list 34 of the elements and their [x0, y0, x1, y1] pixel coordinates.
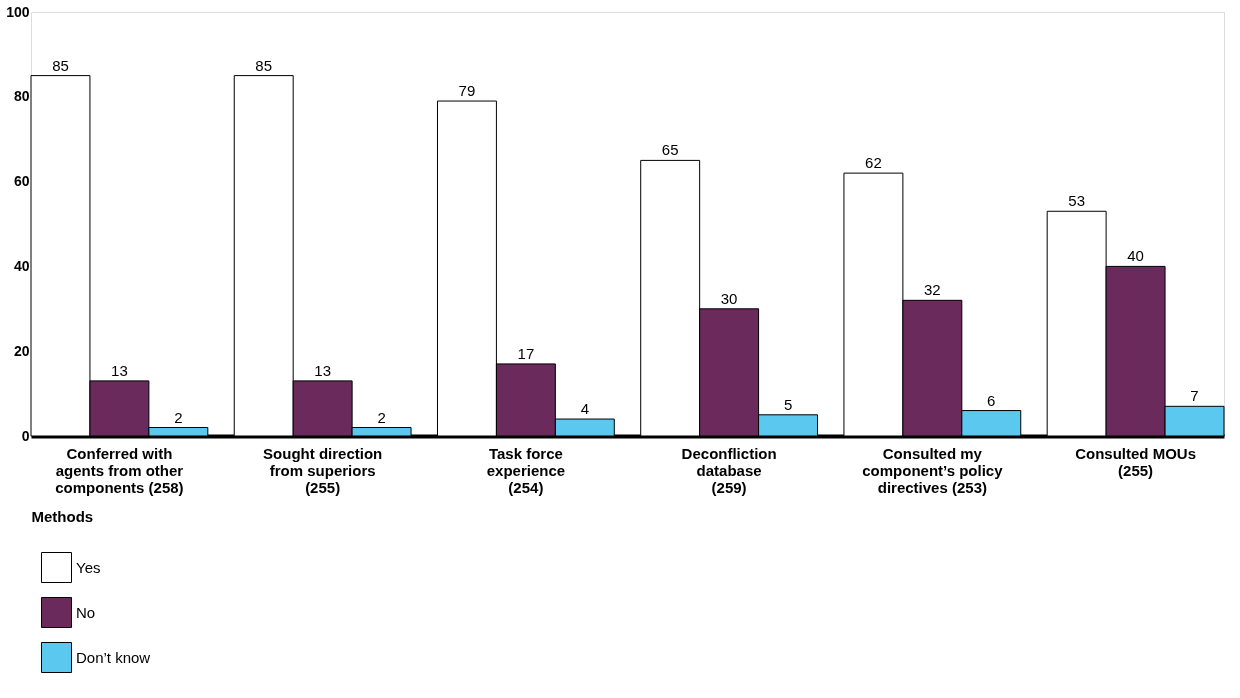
y-tick-label: 20: [13, 342, 30, 359]
data-label: 17: [517, 344, 535, 362]
data-label: 53: [1068, 192, 1085, 210]
x-tick-label: Task force experience (254): [486, 444, 566, 496]
data-label: 85: [255, 56, 273, 74]
data-label: 2: [174, 408, 183, 426]
data-label: 62: [865, 154, 882, 172]
data-label: 4: [580, 400, 589, 418]
x-tick-label: Deconfliction database (259): [681, 444, 777, 496]
x-tick-label: Consulted my component’s policy directives (253): [862, 444, 1004, 496]
y-tick-label: 40: [13, 257, 30, 274]
data-label: 32: [924, 281, 941, 299]
x-tick-label: Sought direction from superiors (255): [263, 444, 383, 496]
data-label: 7: [1190, 387, 1199, 405]
y-tick-label: 0: [21, 427, 30, 444]
y-tick-label: 100: [6, 3, 30, 20]
x-tick-label: Conferred with agents from other components (258): [55, 444, 184, 496]
legend-label: Yes: [76, 558, 101, 576]
data-label: 40: [1127, 247, 1144, 265]
data-label: 2: [377, 408, 386, 426]
data-label: 5: [783, 395, 793, 413]
data-label: 13: [111, 361, 128, 379]
x-axis-title: Methods: [31, 507, 94, 525]
data-label: 30: [720, 289, 738, 307]
data-label: 6: [987, 391, 996, 409]
y-tick-label: 80: [13, 88, 30, 105]
legend-label: Don’t know: [76, 648, 151, 666]
data-label: 13: [314, 361, 331, 379]
data-label: 85: [52, 56, 69, 74]
data-label: 65: [661, 141, 679, 159]
data-label: 79: [458, 82, 476, 100]
x-tick-label: Consulted MOUs (255): [1075, 444, 1197, 479]
legend-label: No: [76, 603, 96, 621]
y-tick-label: 60: [13, 173, 30, 190]
